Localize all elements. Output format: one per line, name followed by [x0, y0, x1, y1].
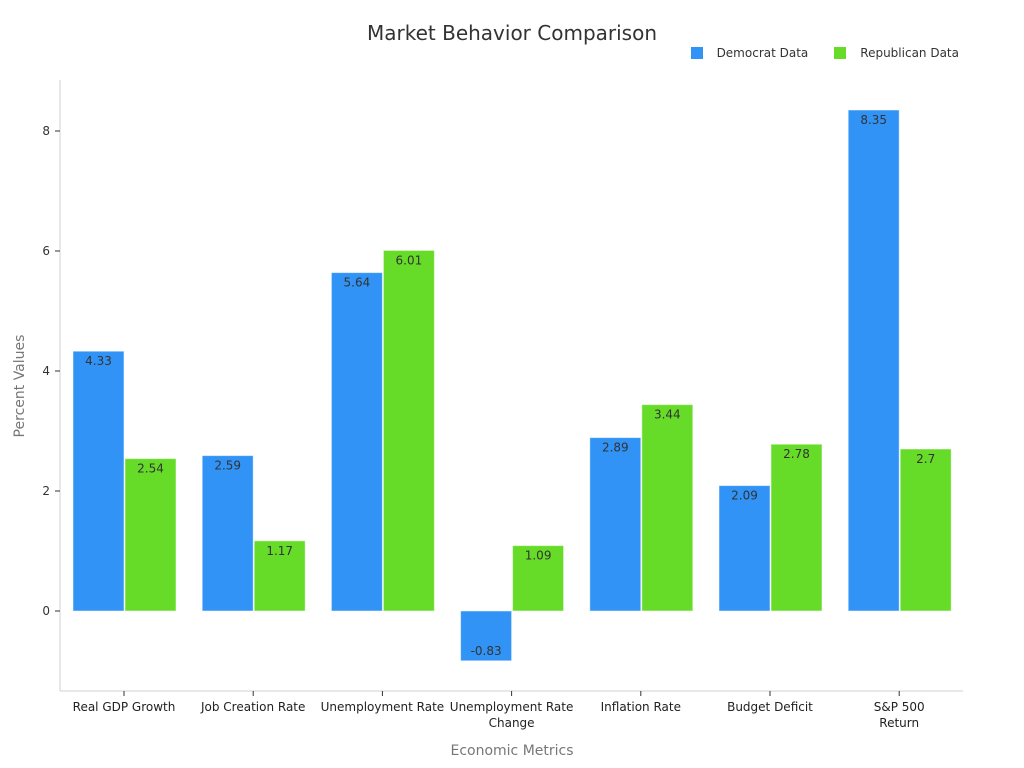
- bar-value-label: 8.35: [860, 113, 887, 127]
- y-axis-title: Percent Values: [12, 335, 28, 438]
- bar-republican[interactable]: [382, 249, 435, 612]
- bar-republican[interactable]: [253, 540, 306, 612]
- y-tick-label: 2: [42, 484, 50, 498]
- x-tick-label: Real GDP Growth: [73, 700, 176, 714]
- legend-swatch-republican: [834, 47, 847, 59]
- bar-value-label: 3.44: [654, 408, 681, 422]
- x-axis-title: Economic Metrics: [450, 743, 573, 759]
- bar-value-label: 4.33: [85, 354, 112, 368]
- bar-democrat[interactable]: [72, 350, 125, 612]
- x-tick-label: Job Creation Rate: [200, 700, 305, 714]
- bar-republican[interactable]: [512, 545, 565, 612]
- bar-value-label: 2.09: [731, 489, 758, 503]
- bar-republican[interactable]: [899, 448, 952, 612]
- bar-republican[interactable]: [641, 404, 694, 612]
- bar-democrat[interactable]: [847, 109, 900, 612]
- bar-democrat[interactable]: [330, 272, 383, 612]
- x-tick-label: Unemployment Rate: [321, 700, 445, 714]
- legend-swatch-democrat: [690, 47, 703, 59]
- bar-value-label: 2.78: [783, 447, 810, 461]
- bar-value-label: 5.64: [344, 276, 371, 290]
- legend-label-democrat: Democrat Data: [716, 46, 809, 60]
- bar-value-label: 2.59: [214, 459, 241, 473]
- bar-republican[interactable]: [124, 458, 177, 612]
- x-tick-label: Budget Deficit: [727, 700, 813, 714]
- legend: Democrat Data Republican Data: [690, 46, 959, 60]
- bar-democrat[interactable]: [460, 610, 513, 662]
- bar-value-label: 2.7: [916, 452, 935, 466]
- legend-item-republican[interactable]: Republican Data: [834, 46, 959, 60]
- chart-title: Market Behavior Comparison: [366, 21, 658, 45]
- x-tick-label: Change: [489, 716, 535, 730]
- legend-label-republican: Republican Data: [860, 46, 959, 60]
- bar-value-label: 6.01: [396, 253, 423, 267]
- bar-value-label: 1.17: [266, 544, 293, 558]
- y-tick-label: 8: [42, 124, 50, 138]
- x-tick-label: Inflation Rate: [601, 700, 681, 714]
- bar-value-label: 1.09: [525, 549, 552, 563]
- legend-item-democrat[interactable]: Democrat Data: [690, 46, 809, 60]
- bar-value-label: -0.83: [471, 644, 502, 658]
- bar-value-label: 2.89: [602, 441, 629, 455]
- bar-republican[interactable]: [770, 443, 823, 612]
- bar-democrat[interactable]: [718, 485, 771, 612]
- x-tick-label: Unemployment Rate: [450, 700, 574, 714]
- y-tick-label: 0: [42, 604, 50, 618]
- y-tick-label: 6: [42, 244, 50, 258]
- bar-democrat[interactable]: [201, 455, 254, 612]
- y-tick-label: 4: [42, 364, 50, 378]
- bar-democrat[interactable]: [589, 437, 642, 612]
- bar-value-label: 2.54: [137, 462, 164, 476]
- x-tick-label: Return: [879, 716, 919, 730]
- x-tick-label: S&P 500: [874, 700, 925, 714]
